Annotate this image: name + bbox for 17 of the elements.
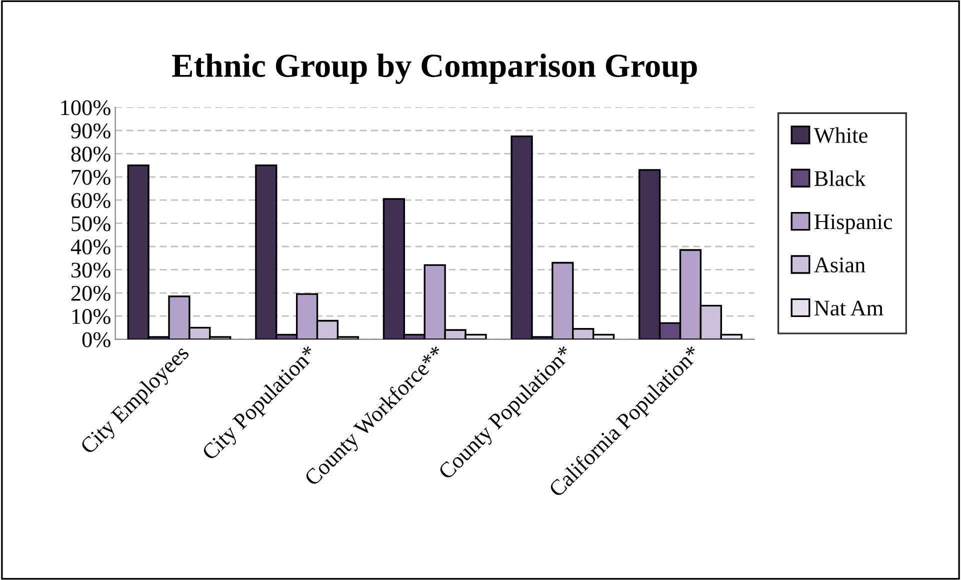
y-tick-label: 20% [71,286,110,301]
y-tick-label: 60% [71,193,110,208]
y-tick-label: 100% [61,100,110,116]
y-tick-label: 30% [71,262,110,278]
legend-label: Asian [814,258,866,272]
chart-title: Ethnic Group by Comparison Group [172,54,697,84]
y-tick-label: 70% [72,170,110,185]
y-tick-label: 10% [72,309,110,324]
y-tick-label: 90% [71,123,110,138]
y-tick-label: 40% [70,239,110,254]
y-tick-label: 80% [71,146,110,162]
y-tick-label: 0% [82,332,110,348]
legend-label: White [814,127,868,144]
y-tick-label: 50% [72,216,110,232]
legend-label: Black [814,170,866,186]
legend-label: Nat Am [814,300,884,316]
legend-label: Hispanic [814,214,892,234]
